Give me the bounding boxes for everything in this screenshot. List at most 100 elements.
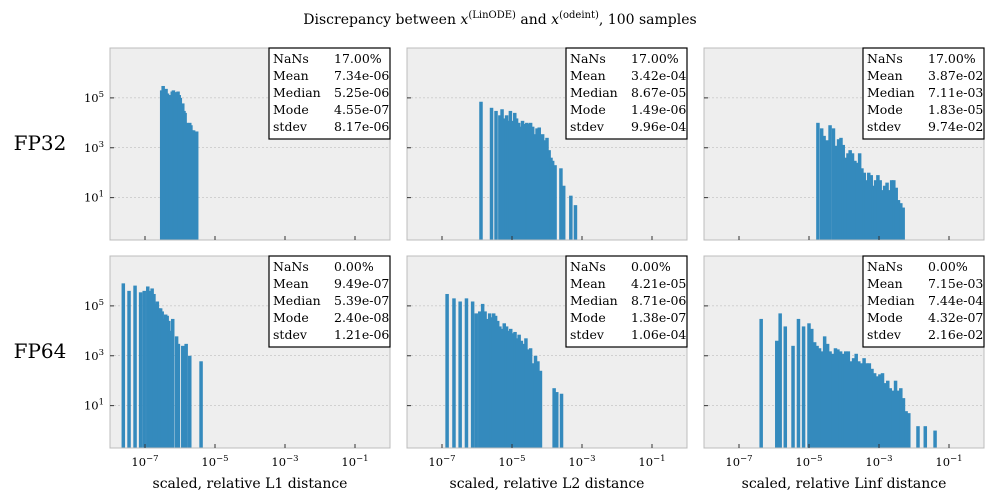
histogram-bar (893, 380, 898, 448)
histogram-bar (875, 376, 879, 448)
stat-key: stdev (867, 327, 902, 342)
stat-key: Mode (867, 310, 903, 325)
stat-key: Median (570, 85, 618, 100)
histogram-bar (531, 363, 535, 448)
histogram-bar (828, 125, 832, 240)
histogram-bar (464, 298, 469, 448)
stat-value: 7.15e-03 (928, 276, 983, 291)
histogram-bar (127, 290, 131, 448)
histogram-bar (502, 323, 506, 448)
histogram-bar (487, 313, 492, 448)
stat-value: 17.00% (631, 51, 679, 66)
histogram-bar (880, 373, 885, 448)
histogram-bar (831, 128, 836, 240)
histogram-bar (810, 328, 814, 448)
histogram-bar (533, 355, 538, 448)
histogram-bar (896, 390, 900, 448)
histogram-bar (885, 182, 889, 240)
stat-key: stdev (867, 119, 902, 134)
panel-frame (406, 47, 688, 241)
histogram-bar (569, 195, 573, 240)
histogram-bar (864, 363, 869, 448)
stat-key: Mean (273, 276, 309, 291)
histogram-bar (142, 290, 146, 448)
x-tick-label: 10−7 (725, 454, 752, 469)
histogram-bar (888, 388, 893, 448)
histogram-bar (796, 318, 801, 448)
stat-value: 4.55e-07 (334, 102, 389, 117)
x-tick-label: 10−1 (638, 454, 665, 469)
stat-value: 0.00% (631, 259, 671, 274)
panel-frame (109, 255, 391, 449)
histogram-bar (506, 330, 511, 448)
histogram-bar (511, 333, 515, 448)
histogram-bar (896, 200, 901, 240)
panel-frame (109, 47, 391, 241)
histogram-bar (535, 128, 539, 240)
panel-fp64-2: 10−7 10−5 10−3 10−1 scaled, relative L2 dist… (406, 255, 688, 492)
histogram-bar (176, 343, 181, 448)
histogram-bar (836, 139, 841, 240)
histogram-bar (500, 109, 504, 240)
histogram-bar (167, 320, 171, 448)
histogram-bar (153, 303, 158, 448)
histogram-bar (873, 180, 878, 240)
histogram-bar (528, 348, 533, 448)
histogram-bar (513, 331, 517, 448)
stat-key: Median (273, 85, 321, 100)
histogram-bar (815, 345, 819, 448)
x-tick-label: 10−1 (341, 454, 368, 469)
stat-value: 0.00% (928, 259, 968, 274)
x-tick-label: 10−5 (498, 454, 525, 469)
histogram-bar (547, 150, 551, 240)
histogram-bar (916, 426, 920, 448)
histogram-bar (887, 190, 891, 240)
histogram-bar (807, 323, 811, 448)
histogram-bar (850, 153, 855, 240)
histogram-bar (493, 315, 498, 448)
histogram-bar (513, 112, 517, 240)
stat-key: NaNs (570, 259, 606, 274)
stats-box-frame (565, 255, 688, 348)
histogram-bar (522, 123, 527, 240)
histogram-bar (904, 411, 908, 448)
histogram-bar (524, 338, 528, 448)
stats-box: NaNs 0.00% Mean 7.15e-03 Median 7.44e-04 Mode 4… (862, 255, 985, 348)
histogram-bar (545, 137, 549, 240)
stats-box: NaNs 0.00% Mean 9.49e-07 Median 5.39e-07 Mode 2… (268, 255, 391, 348)
y-tick-label: 101 (84, 190, 104, 205)
histogram-bar (849, 361, 853, 448)
histogram-bar (504, 115, 509, 240)
stat-key: Median (867, 85, 915, 100)
stat-value: 1.83e-05 (928, 102, 983, 117)
stat-key: Mean (570, 68, 606, 83)
stat-value: 9.96e-04 (631, 119, 686, 134)
histogram-bar (778, 313, 782, 448)
histogram-bar (846, 153, 850, 240)
histogram-bar (533, 134, 537, 240)
stat-value: 17.00% (928, 51, 976, 66)
histogram-bar (121, 283, 126, 448)
stats-box: NaNs 17.00% Mean 3.42e-04 Median 8.67e-05 Mode… (565, 47, 688, 140)
figure-title: Discrepancy between x(LinODE) and x(odei… (303, 10, 696, 28)
histogram-bar (536, 361, 540, 448)
histogram-bar (833, 348, 838, 448)
y-tick-label: 101 (84, 398, 104, 413)
histogram-bar (891, 390, 895, 448)
histogram-bar (494, 110, 498, 240)
histogram-bar (867, 172, 871, 240)
histogram-bar (458, 301, 462, 448)
histogram-bar (521, 343, 526, 448)
row-label-fp64: FP64 (14, 339, 67, 363)
panel-fp32-3: NaNs 17.00% Mean 3.87e-02 Median 7.11e-03 Mode… (703, 47, 985, 241)
histogram-bar (848, 150, 852, 240)
stat-key: stdev (273, 327, 308, 342)
histogram-bar (515, 338, 519, 448)
stat-key: NaNs (867, 259, 903, 274)
histogram-bar (759, 318, 763, 448)
histogram-bar (907, 413, 911, 448)
stat-key: Median (570, 293, 618, 308)
stat-value: 7.11e-03 (928, 85, 983, 100)
histogram-bar (876, 175, 880, 240)
histogram-bar (540, 134, 545, 240)
